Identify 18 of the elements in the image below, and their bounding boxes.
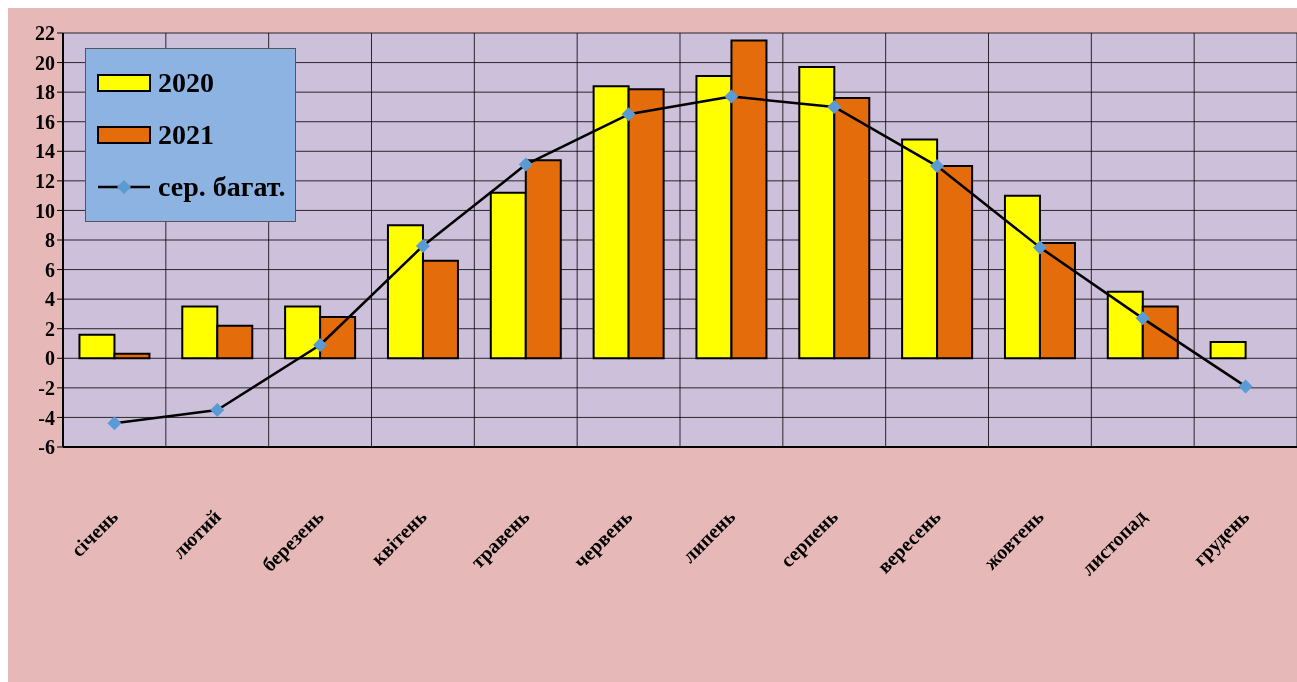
y-tick-label: 20 xyxy=(35,51,55,74)
y-tick-label: 14 xyxy=(35,140,55,163)
y-tick-label: 4 xyxy=(45,288,55,311)
y-tick-label: 16 xyxy=(35,110,55,133)
y-tick-label: 10 xyxy=(35,199,55,222)
y-tick-label: 8 xyxy=(45,229,55,252)
y-tick-label: 2 xyxy=(45,317,55,340)
legend-label: сер. багат. xyxy=(158,171,286,203)
legend-label: 2021 xyxy=(158,119,214,151)
y-tick-label: -4 xyxy=(38,406,55,429)
legend-label: 2020 xyxy=(158,67,214,99)
y-tick-label: -6 xyxy=(38,436,55,459)
y-tick-label: 0 xyxy=(45,347,55,370)
y-tick-label: 6 xyxy=(45,258,55,281)
y-tick-label: -2 xyxy=(38,376,55,399)
y-tick-label: 22 xyxy=(35,22,55,45)
y-tick-label: 12 xyxy=(35,169,55,192)
y-tick-label: 18 xyxy=(35,81,55,104)
